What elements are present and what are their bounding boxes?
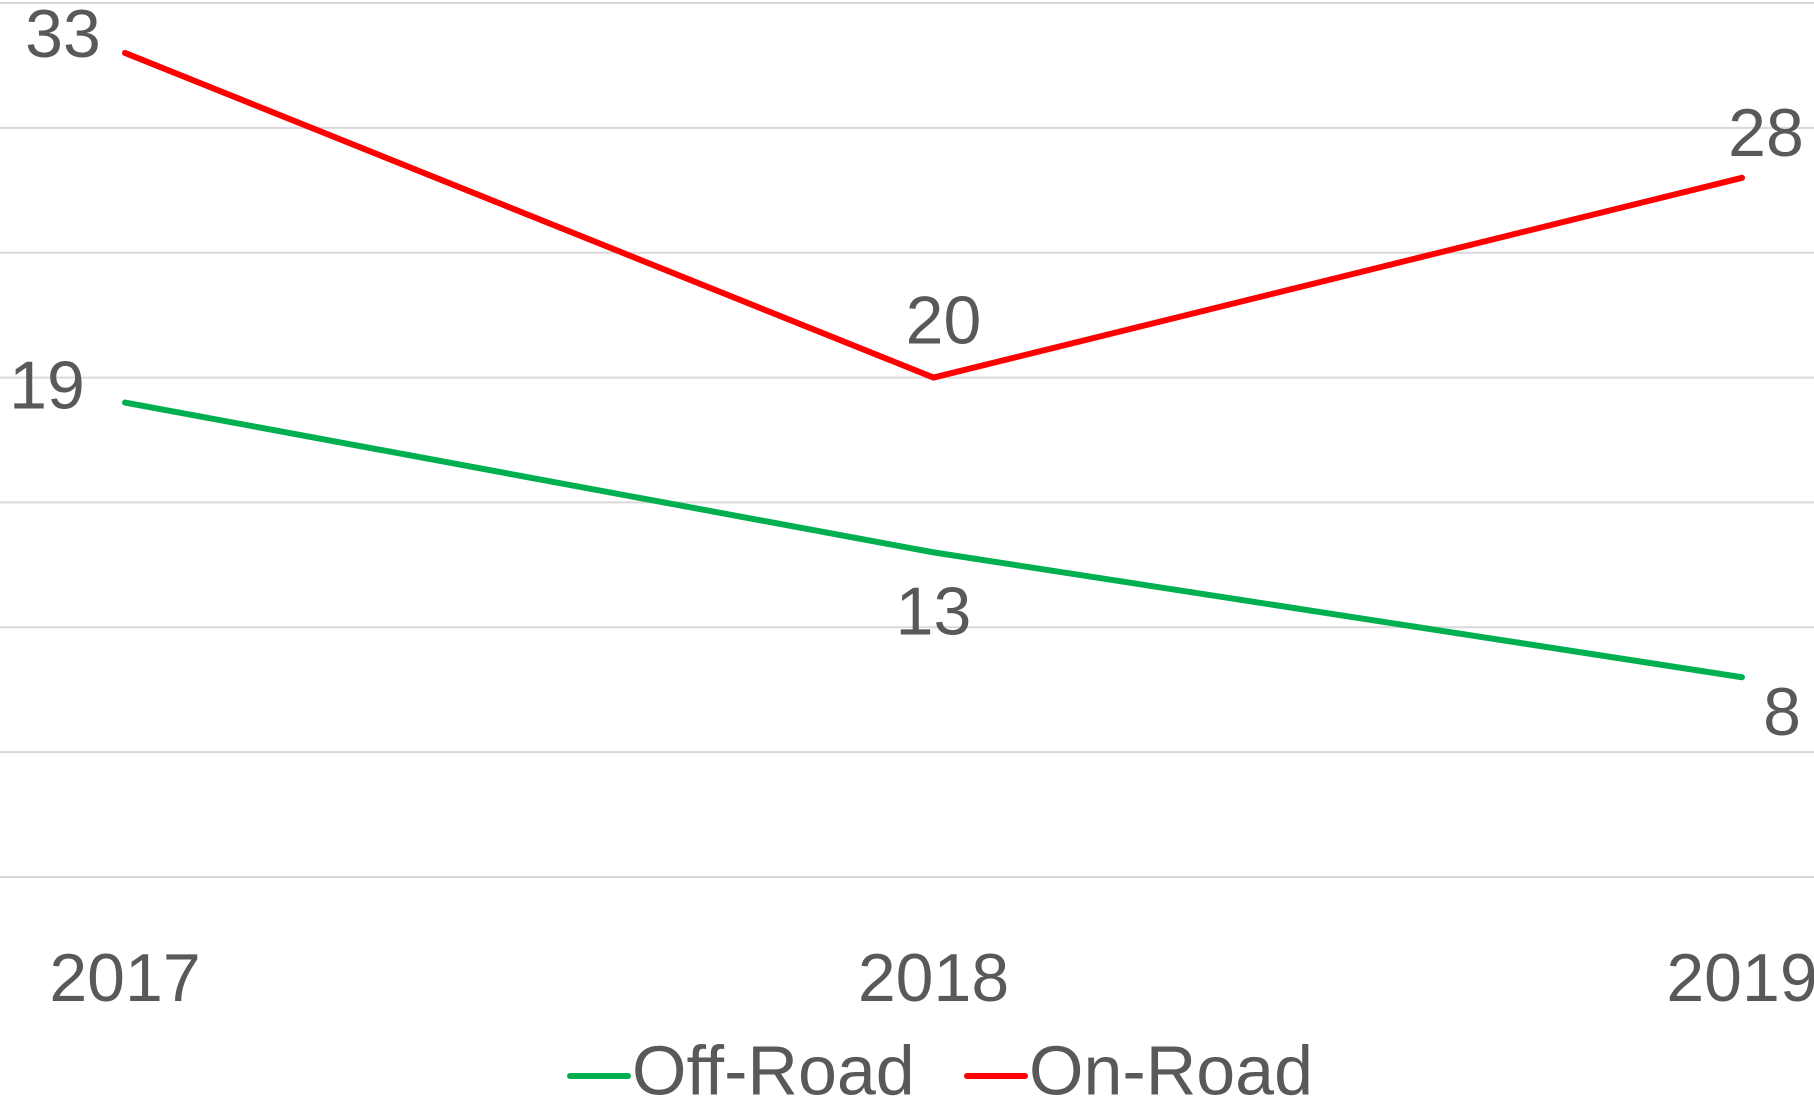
legend-label: On-Road (1029, 1031, 1313, 1107)
data-label: 19 (9, 348, 85, 424)
data-label: 33 (25, 0, 101, 72)
x-tick-label: 2019 (1666, 940, 1814, 1016)
series-line (122, 49, 1745, 381)
x-tick-label: 2017 (49, 940, 200, 1016)
data-label: 13 (896, 573, 972, 649)
data-label: 8 (1763, 674, 1801, 750)
data-label: 28 (1728, 95, 1804, 171)
legend-label: Off-Road (632, 1031, 915, 1107)
data-label: 20 (906, 283, 982, 359)
series-line (122, 399, 1745, 681)
x-tick-label: 2018 (858, 940, 1009, 1016)
